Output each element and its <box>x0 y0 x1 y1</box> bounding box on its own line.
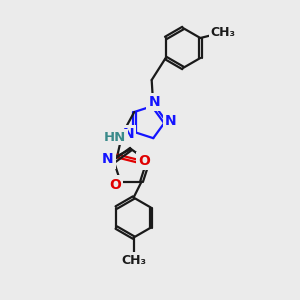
Text: HN: HN <box>104 130 126 143</box>
Text: CH₃: CH₃ <box>121 254 146 267</box>
Text: CH₃: CH₃ <box>211 26 236 40</box>
Text: N: N <box>122 127 134 141</box>
Text: N: N <box>165 114 177 128</box>
Text: N: N <box>148 95 160 109</box>
Text: O: O <box>138 154 150 168</box>
Text: O: O <box>110 178 122 192</box>
Text: N: N <box>102 152 114 167</box>
